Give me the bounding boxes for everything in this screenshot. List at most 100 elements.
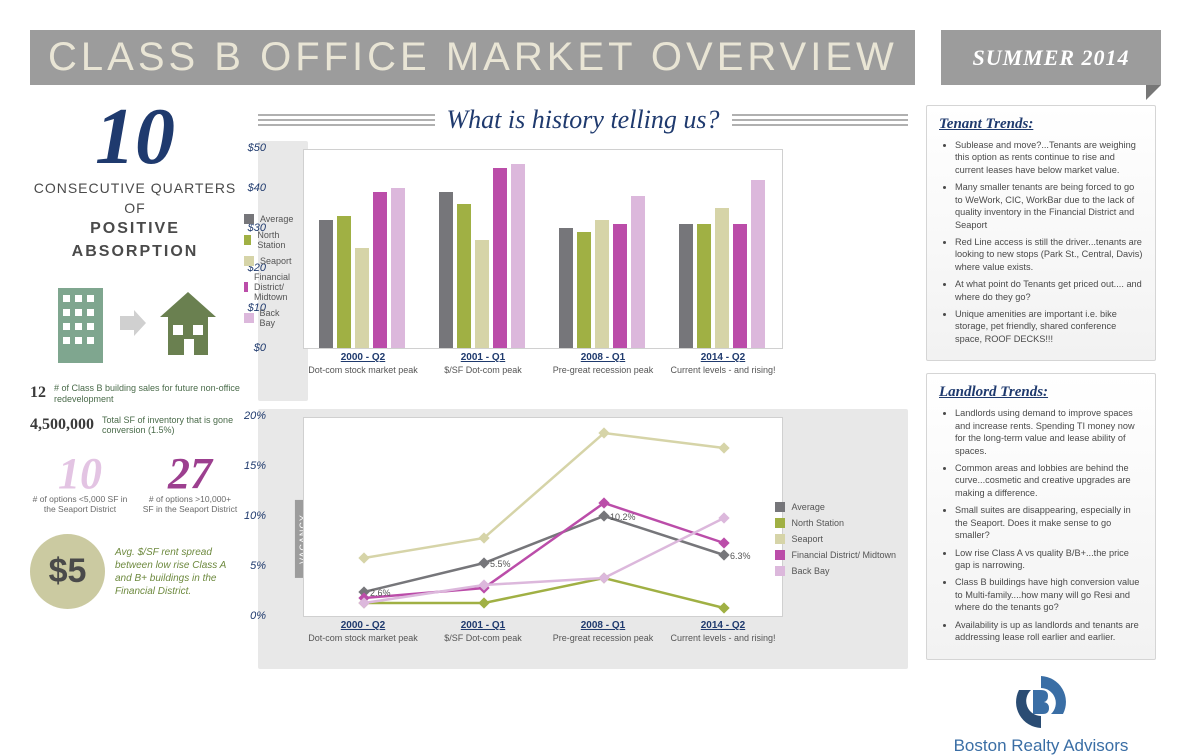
bar <box>679 224 693 348</box>
opt-5000: 10 # of options <5,000 SF in the Seaport… <box>33 454 128 514</box>
line-x-labels: 2000 - Q2Dot-com stock market peak2001 -… <box>303 617 783 643</box>
big-stat-caption: CONSECUTIVE QUARTERS OF POSITIVE ABSORPT… <box>30 179 240 263</box>
landlord-trend-item: Landlords using demand to improve spaces… <box>955 407 1143 457</box>
rent-spread-stat: $5 Avg. $/SF rent spread between low ris… <box>30 534 240 609</box>
content: 10 CONSECUTIVE QUARTERS OF POSITIVE ABSO… <box>30 105 1161 715</box>
bar <box>715 208 729 348</box>
center-column: What is history telling us? ASKING RATE … <box>258 105 908 715</box>
legend-item: Seaport <box>244 256 296 266</box>
title-stripe-left <box>258 114 435 126</box>
legend-item: Seaport <box>775 534 896 544</box>
stat-sf-text: Total SF of inventory that is gone conve… <box>102 415 240 437</box>
legend-item: North Station <box>775 518 896 528</box>
stat-sf: 4,500,000 Total SF of inventory that is … <box>30 415 240 437</box>
tenant-trends-title: Tenant Trends: <box>939 116 1143 133</box>
data-label: 2.6% <box>370 588 391 598</box>
bar <box>751 180 765 348</box>
bar <box>631 196 645 348</box>
header-bar: CLASS B OFFICE MARKET OVERVIEW SUMMER 20… <box>30 30 1161 85</box>
charts-title: What is history telling us? <box>447 105 720 135</box>
landlord-trend-item: Low rise Class A vs quality B/B+...the p… <box>955 547 1143 572</box>
bar <box>595 220 609 348</box>
tenant-trend-item: Sublease and move?...Tenants are weighin… <box>955 139 1143 176</box>
right-column: Tenant Trends: Sublease and move?...Tena… <box>926 105 1156 715</box>
stat-sales-text: # of Class B building sales for future n… <box>54 383 240 405</box>
x-label: 2014 - Q2Current levels - and rising! <box>663 617 783 643</box>
caption-line-2: POSITIVE ABSORPTION <box>72 220 199 259</box>
landlord-trend-item: Small suites are disappearing, especiall… <box>955 504 1143 541</box>
dollar-text: Avg. $/SF rent spread between low rise C… <box>115 546 240 598</box>
tenant-trend-item: Unique amenities are important i.e. bike… <box>955 308 1143 345</box>
big-stat-number: 10 <box>30 105 240 169</box>
legend-item: Average <box>775 502 896 512</box>
bar-plot-area: $0$10$20$30$40$50 <box>303 149 783 349</box>
x-label: 2008 - Q1Pre-great recession peak <box>543 349 663 375</box>
bra-logo-icon <box>1011 672 1071 732</box>
landlord-trends-title: Landlord Trends: <box>939 384 1143 401</box>
tenant-trend-item: Red Line access is still the driver...te… <box>955 236 1143 273</box>
bar <box>439 192 453 348</box>
bar <box>613 224 627 348</box>
stat-sf-num: 4,500,000 <box>30 415 94 434</box>
legend-item: Financial District/ Midtown <box>775 550 896 560</box>
tenant-trends-list: Sublease and move?...Tenants are weighin… <box>939 139 1143 345</box>
landlord-trend-item: Class B buildings have high conversion v… <box>955 576 1143 613</box>
bar <box>559 228 573 348</box>
bar <box>319 220 333 348</box>
opt-5000-text: # of options <5,000 SF in the Seaport Di… <box>33 494 128 514</box>
title-banner: CLASS B OFFICE MARKET OVERVIEW <box>30 30 915 85</box>
stat-sales-num: 12 <box>30 383 46 402</box>
data-label: 10.2% <box>610 512 636 522</box>
x-label: 2001 - Q1$/SF Dot-com peak <box>423 349 543 375</box>
title-stripe-right <box>732 114 909 126</box>
bar-x-labels: 2000 - Q2Dot-com stock market peak2001 -… <box>303 349 783 375</box>
landlord-trend-item: Availability is up as landlords and tena… <box>955 619 1143 644</box>
bar <box>373 192 387 348</box>
opt-10000-text: # of options >10,000+ SF in the Seaport … <box>143 494 238 514</box>
tenant-trends-box: Tenant Trends: Sublease and move?...Tena… <box>926 105 1156 361</box>
bar <box>577 232 591 348</box>
line-legend: Average North Station Seaport Financial Dis… <box>775 496 896 582</box>
landlord-trend-item: Common areas and lobbies are behind the … <box>955 462 1143 499</box>
landlord-trends-list: Landlords using demand to improve spaces… <box>939 407 1143 643</box>
bar <box>391 188 405 348</box>
stat-sales: 12 # of Class B building sales for futur… <box>30 383 240 405</box>
x-label: 2000 - Q2Dot-com stock market peak <box>303 349 423 375</box>
legend-item: Average <box>244 214 296 224</box>
charts-title-row: What is history telling us? <box>258 105 908 135</box>
bar-chart: ASKING RATE $0$10$20$30$40$50 2000 - Q2D… <box>258 141 308 401</box>
options-stats: 10 # of options <5,000 SF in the Seaport… <box>30 454 240 514</box>
bar <box>697 224 711 348</box>
x-label: 2000 - Q2Dot-com stock market peak <box>303 617 423 643</box>
opt-10000: 27 # of options >10,000+ SF in the Seapo… <box>143 454 238 514</box>
bar <box>493 168 507 348</box>
arrow-icon <box>118 308 148 338</box>
bar <box>475 240 489 348</box>
x-label: 2014 - Q2Current levels - and rising! <box>663 349 783 375</box>
house-icon <box>158 287 218 359</box>
landlord-trends-box: Landlord Trends: Landlords using demand … <box>926 373 1156 659</box>
bar <box>733 224 747 348</box>
page-title: CLASS B OFFICE MARKET OVERVIEW <box>48 35 898 80</box>
tenant-trend-item: At what point do Tenants get priced out.… <box>955 278 1143 303</box>
line-chart: VACANCY 0%5%10%15%20% 2.6%5.5%10.2%6.3% … <box>258 409 908 669</box>
buildings-graphic <box>30 283 240 363</box>
date-banner: SUMMER 2014 <box>941 30 1161 85</box>
bar <box>511 164 525 348</box>
data-label: 5.5% <box>490 559 511 569</box>
caption-line-1: CONSECUTIVE QUARTERS OF <box>34 180 237 216</box>
legend-item: North Station <box>244 230 296 250</box>
date-text: SUMMER 2014 <box>972 45 1129 71</box>
tenant-trend-item: Many smaller tenants are being forced to… <box>955 181 1143 231</box>
bar-legend: Average North Station Seaport Financial Dis… <box>244 208 296 334</box>
logo-text: Boston Realty Advisors <box>954 736 1129 756</box>
x-label: 2001 - Q1$/SF Dot-com peak <box>423 617 543 643</box>
legend-item: Back Bay <box>775 566 896 576</box>
legend-item: Back Bay <box>244 308 296 328</box>
data-label: 6.3% <box>730 551 751 561</box>
bar <box>457 204 471 348</box>
line-plot-area: 0%5%10%15%20% 2.6%5.5%10.2%6.3% <box>303 417 783 617</box>
x-label: 2008 - Q1Pre-great recession peak <box>543 617 663 643</box>
bar <box>355 248 369 348</box>
legend-item: Financial District/ Midtown <box>244 272 296 302</box>
